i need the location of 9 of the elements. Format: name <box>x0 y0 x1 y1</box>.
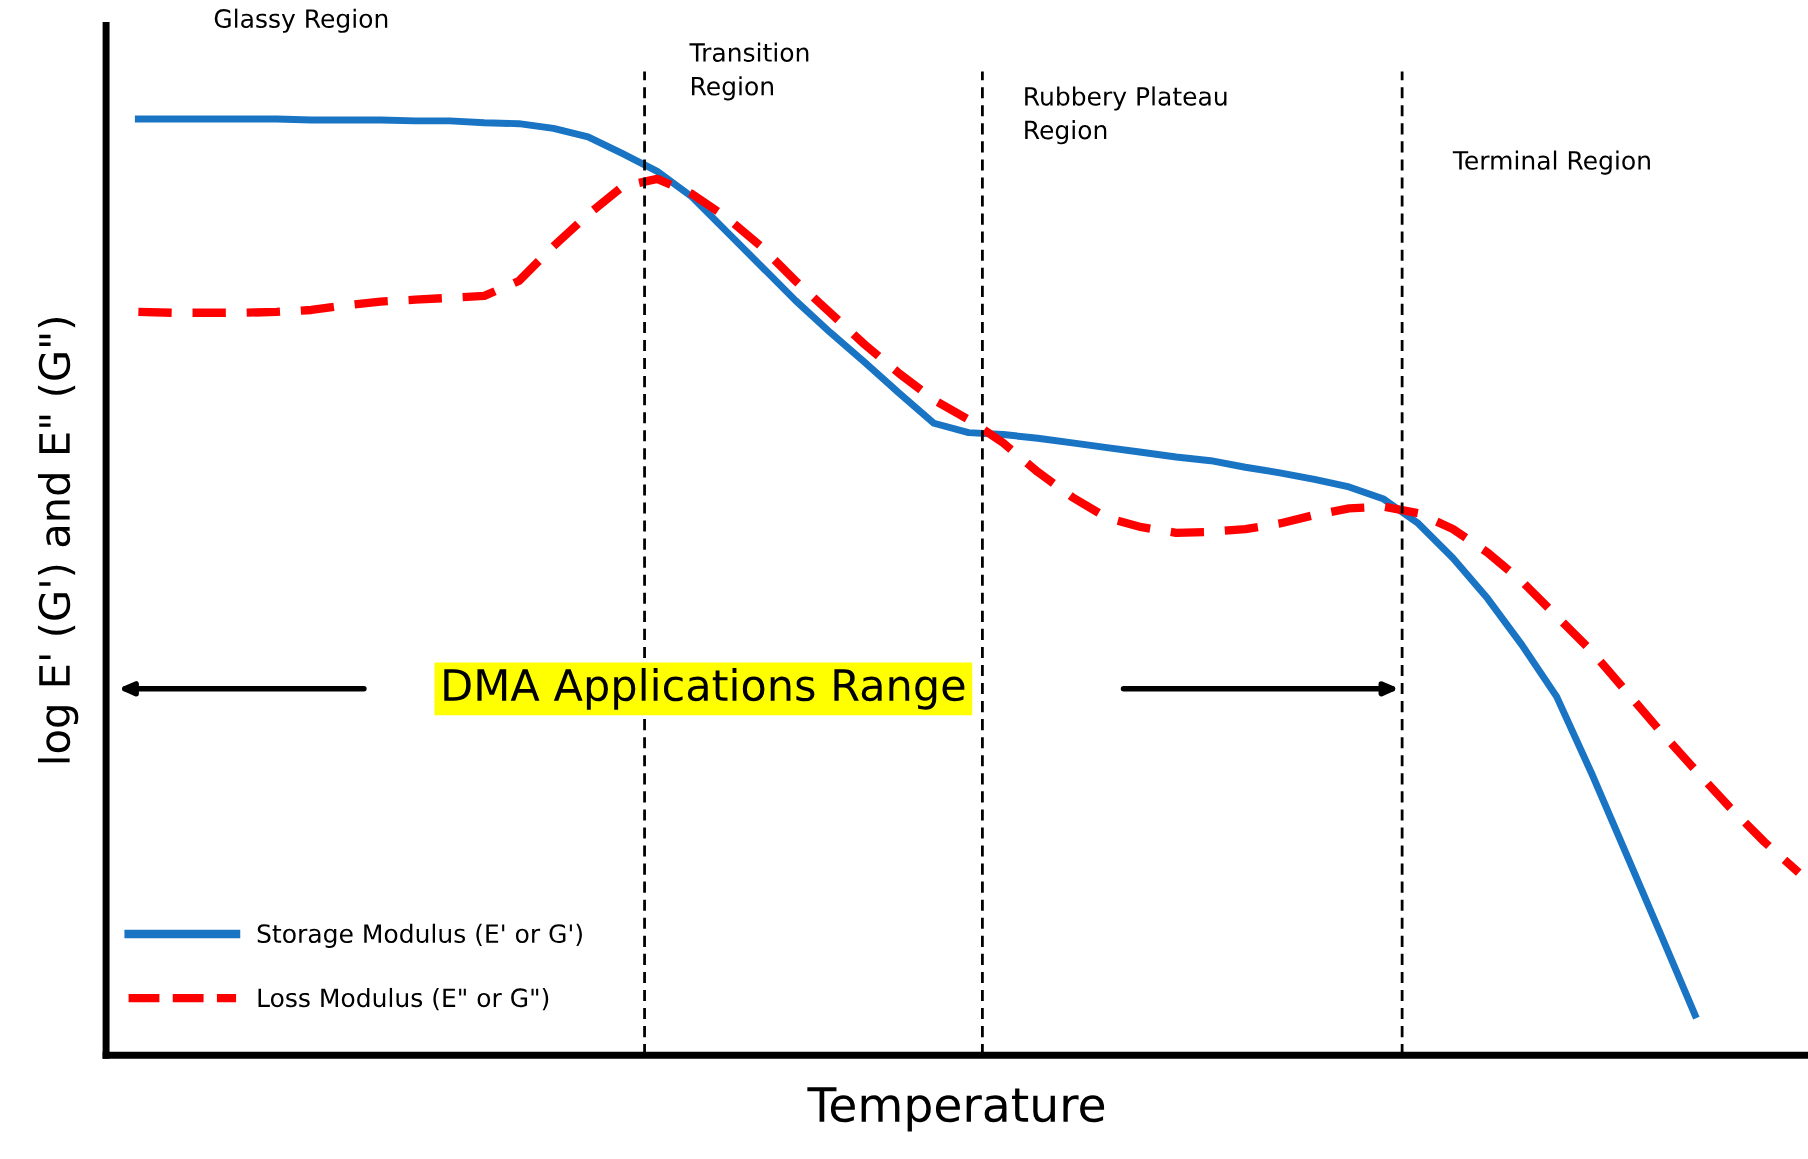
annotation: DMA Applications Range <box>444 667 965 710</box>
y-axis-title: log E' (G') and E" (G") <box>37 318 79 763</box>
legend-label: Storage Modulus (E' or G') <box>257 923 582 948</box>
text: Transition Region <box>689 42 809 101</box>
legend-label: Loss Modulus (E" or G") <box>258 987 549 1011</box>
annotation: Rubbery Plateau Region <box>1025 86 1227 145</box>
annotation: Terminal Region <box>1452 150 1650 175</box>
text: Glassy Region <box>214 8 388 33</box>
x-axis-title: Temperature <box>807 1087 1105 1132</box>
